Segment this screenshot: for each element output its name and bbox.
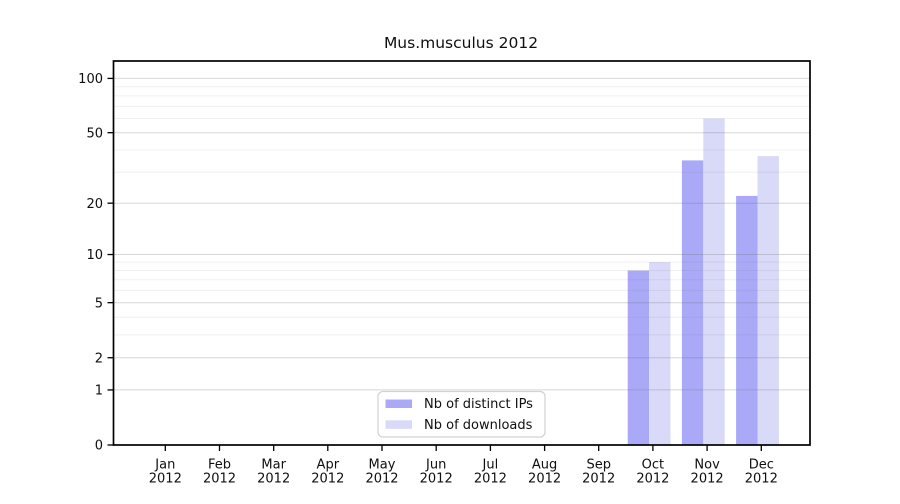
x-tick-label-jul-year: 2012 xyxy=(474,472,507,487)
x-tick-label-sep: Sep xyxy=(586,458,611,473)
x-axis: Jan2012Feb2012Mar2012Apr2012May2012Jun20… xyxy=(149,445,778,487)
x-tick-label-nov-year: 2012 xyxy=(691,472,724,487)
legend-label-downloads: Nb of downloads xyxy=(424,418,533,433)
x-tick-label-dec: Dec xyxy=(749,458,774,473)
y-tick-label-10: 10 xyxy=(86,248,103,263)
y-tick-label-20: 20 xyxy=(86,197,103,212)
x-tick-label-jul: Jul xyxy=(482,458,499,473)
legend-swatch-distinct-ips xyxy=(385,399,412,408)
x-tick-label-may: May xyxy=(369,458,396,473)
x-tick-label-jan-year: 2012 xyxy=(149,472,182,487)
legend-swatch-downloads xyxy=(385,420,412,429)
x-tick-label-apr: Apr xyxy=(317,458,340,473)
legend: Nb of distinct IPs Nb of downloads xyxy=(377,390,546,438)
x-tick-label-sep-year: 2012 xyxy=(582,472,615,487)
bar-nb-of-distinct-ips-dec xyxy=(736,195,758,445)
chart-title: Mus.musculus 2012 xyxy=(384,34,538,52)
x-tick-label-feb-year: 2012 xyxy=(203,472,236,487)
x-tick-label-nov: Nov xyxy=(694,458,720,473)
x-tick-label-aug: Aug xyxy=(532,458,557,473)
x-tick-label-jun-year: 2012 xyxy=(420,472,453,487)
y-tick-label-5: 5 xyxy=(95,296,103,311)
legend-label-distinct-ips: Nb of distinct IPs xyxy=(424,397,533,412)
bar-nb-of-distinct-ips-oct xyxy=(627,270,650,445)
y-tick-label-2: 2 xyxy=(95,351,103,366)
x-tick-label-aug-year: 2012 xyxy=(528,472,561,487)
bar-nb-of-distinct-ips-nov xyxy=(681,160,704,445)
y-axis: 0 1 2 5 10 20 50 100 xyxy=(78,72,114,454)
x-tick-label-feb: Feb xyxy=(208,458,231,473)
legend-box xyxy=(377,390,546,438)
x-tick-label-apr-year: 2012 xyxy=(311,472,344,487)
plot-border xyxy=(112,60,811,446)
y-tick-label-1: 1 xyxy=(95,384,103,399)
x-tick-label-oct: Oct xyxy=(642,458,664,473)
x-tick-label-may-year: 2012 xyxy=(365,472,398,487)
x-tick-label-dec-year: 2012 xyxy=(745,472,778,487)
bar-nb-of-downloads-dec xyxy=(757,156,779,445)
y-tick-label-100: 100 xyxy=(78,72,103,87)
bar-nb-of-downloads-oct xyxy=(649,262,671,445)
x-tick-label-mar-year: 2012 xyxy=(257,472,290,487)
gridlines-group xyxy=(113,77,810,391)
bar-nb-of-downloads-nov xyxy=(703,118,725,445)
bars-group xyxy=(627,118,779,445)
x-tick-label-mar: Mar xyxy=(261,458,286,473)
x-tick-label-jun: Jun xyxy=(425,458,446,473)
y-tick-label-50: 50 xyxy=(86,126,103,141)
y-tick-label-0: 0 xyxy=(95,439,103,454)
x-tick-label-oct-year: 2012 xyxy=(636,472,669,487)
x-tick-label-jan: Jan xyxy=(154,458,175,473)
